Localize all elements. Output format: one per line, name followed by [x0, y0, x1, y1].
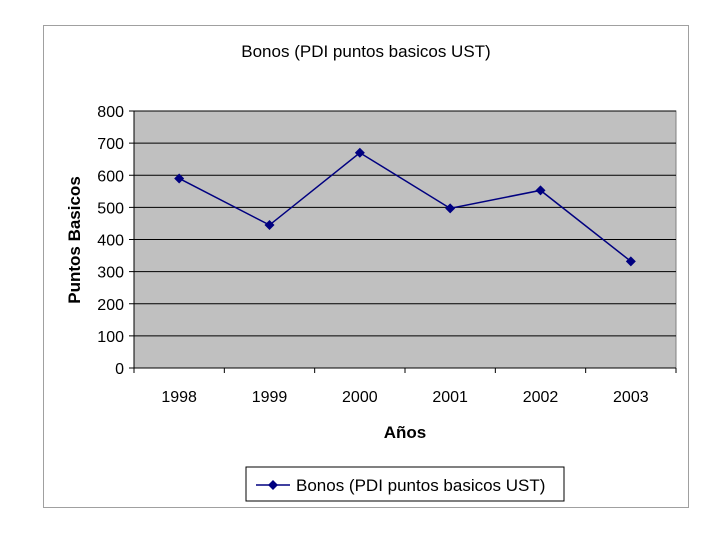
- gridlines: [134, 110, 676, 337]
- legend: Bonos (PDI puntos basicos UST): [245, 466, 565, 502]
- y-axis-title: Puntos Basicos: [65, 176, 84, 304]
- x-tick-label-2: 2000: [342, 389, 378, 406]
- y-tick-label-1: 100: [97, 329, 124, 346]
- y-axis-tick-labels: 0 100 200 300 400 500 600 700 800: [97, 104, 134, 378]
- data-point-1998: [174, 173, 185, 184]
- data-point-1999: [264, 220, 275, 231]
- x-tick-label-4: 2002: [523, 389, 559, 406]
- series-layer: [174, 147, 636, 267]
- y-tick-label-3: 300: [97, 265, 124, 282]
- y-tick-label-6: 600: [97, 168, 124, 185]
- y-tick-label-4: 400: [97, 233, 124, 250]
- y-tick-label-0: 0: [115, 361, 124, 378]
- x-tick-label-5: 2003: [613, 389, 649, 406]
- y-tick-label-2: 200: [97, 297, 124, 314]
- chart-title: Bonos (PDI puntos basicos UST): [241, 42, 490, 61]
- y-tick-label-5: 500: [97, 200, 124, 217]
- data-point-2001: [445, 203, 456, 214]
- x-tick-label-0: 1998: [161, 389, 197, 406]
- x-tick-label-1: 1999: [252, 389, 288, 406]
- data-point-2003: [625, 256, 636, 267]
- legend-marker-sample: [268, 480, 278, 490]
- data-point-2002: [535, 185, 546, 196]
- x-axis-title: Años: [384, 423, 427, 442]
- y-tick-label-8: 800: [97, 104, 124, 121]
- legend-box: [245, 466, 565, 502]
- legend-label: Bonos (PDI puntos basicos UST): [296, 476, 545, 495]
- data-point-2000: [354, 147, 365, 158]
- series-line-0: [178, 151, 632, 262]
- x-axis-tick-labels: 1998 1999 2000 2001 2002 2003: [133, 368, 677, 406]
- x-tick-label-3: 2001: [432, 389, 468, 406]
- y-tick-label-7: 700: [97, 136, 124, 153]
